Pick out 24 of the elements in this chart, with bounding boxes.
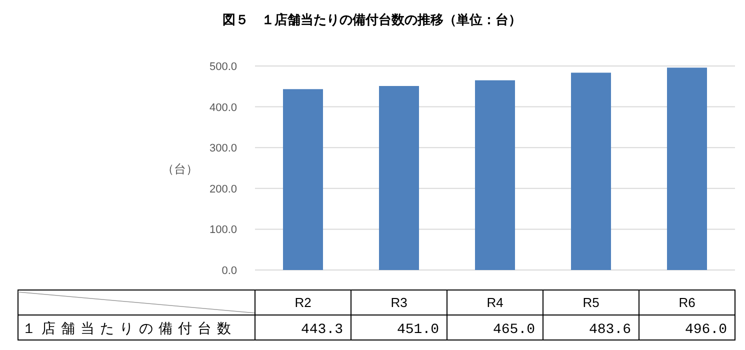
data-label: 443.3 [300, 322, 343, 338]
y-axis-title: （台） [162, 162, 198, 176]
y-tick-label: 500.0 [209, 61, 237, 73]
text: １店舗当たりの備付台数 [22, 320, 236, 336]
x-tick-label: R6 [678, 295, 696, 310]
data-label: 451.0 [396, 322, 439, 338]
x-tick-label: R3 [390, 295, 408, 310]
data-label: 496.0 [684, 322, 727, 338]
bar [379, 86, 419, 270]
y-tick-label: 0.0 [222, 265, 237, 277]
data-label: 465.0 [492, 322, 535, 338]
y-tick-label: 400.0 [209, 102, 237, 114]
x-tick-label: R4 [486, 295, 504, 310]
data-label: 483.6 [588, 322, 631, 338]
bar [475, 80, 515, 270]
x-tick-label: R5 [582, 295, 600, 310]
y-tick-label: 300.0 [209, 142, 237, 155]
y-tick-label: 100.0 [209, 224, 237, 236]
chart-title: 図５ １店舗当たりの備付台数の推移（単位：台） [222, 12, 522, 27]
y-tick-label: 200.0 [209, 183, 237, 196]
bar [667, 68, 707, 270]
bar [571, 72, 611, 270]
bar [283, 89, 323, 270]
x-tick-label: R2 [294, 295, 312, 310]
